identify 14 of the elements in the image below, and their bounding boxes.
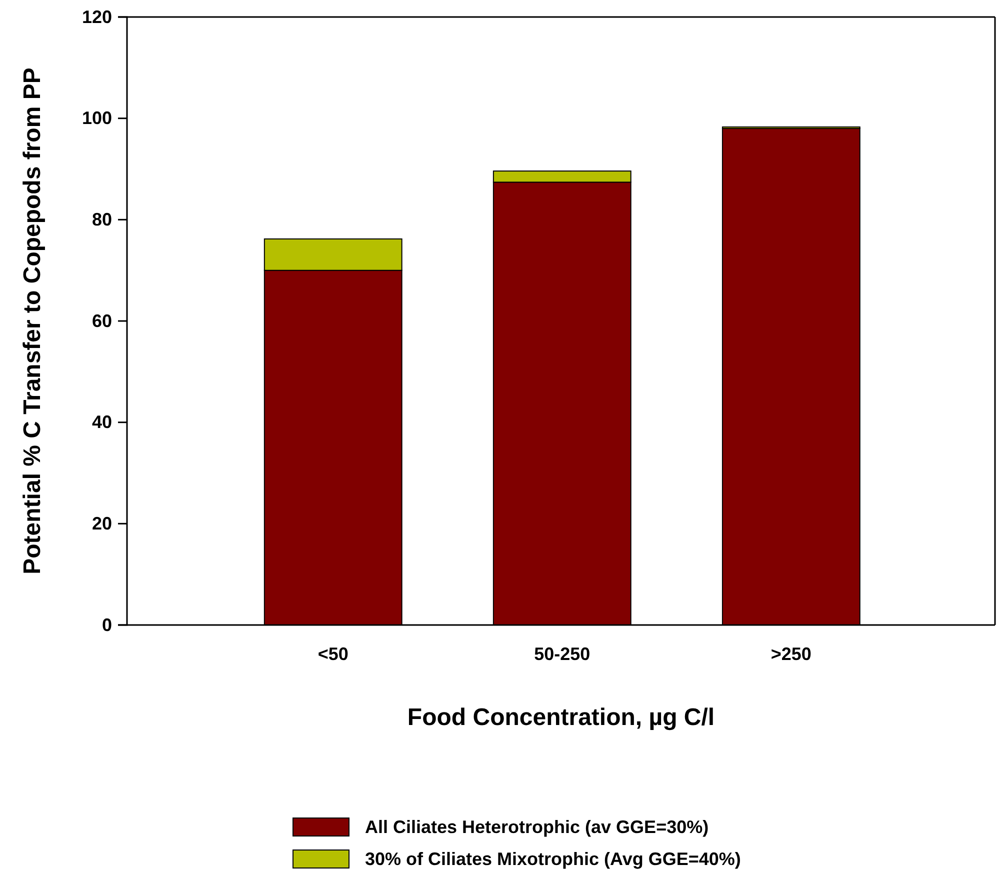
x-axis-title: Food Concentration, µg C/l — [407, 704, 715, 731]
legend-label: 30% of Ciliates Mixotrophic (Avg GGE=40%) — [365, 849, 741, 869]
y-tick-label: 60 — [92, 310, 112, 331]
y-tick-label: 0 — [102, 614, 112, 635]
y-tick-label: 80 — [92, 209, 112, 230]
y-axis-title: Potential % C Transfer to Copepods from PP — [19, 68, 46, 574]
x-tick-label: <50 — [318, 644, 348, 664]
y-tick-label: 100 — [82, 108, 112, 128]
y-tick-label: 40 — [92, 412, 112, 432]
x-tick-label: >250 — [770, 644, 812, 664]
legend-label: All Ciliates Heterotrophic (av GGE=30%) — [365, 817, 709, 837]
y-tick-label: 20 — [92, 513, 112, 534]
x-tick-label: 50-250 — [534, 644, 590, 664]
y-tick-label: 120 — [82, 6, 112, 27]
